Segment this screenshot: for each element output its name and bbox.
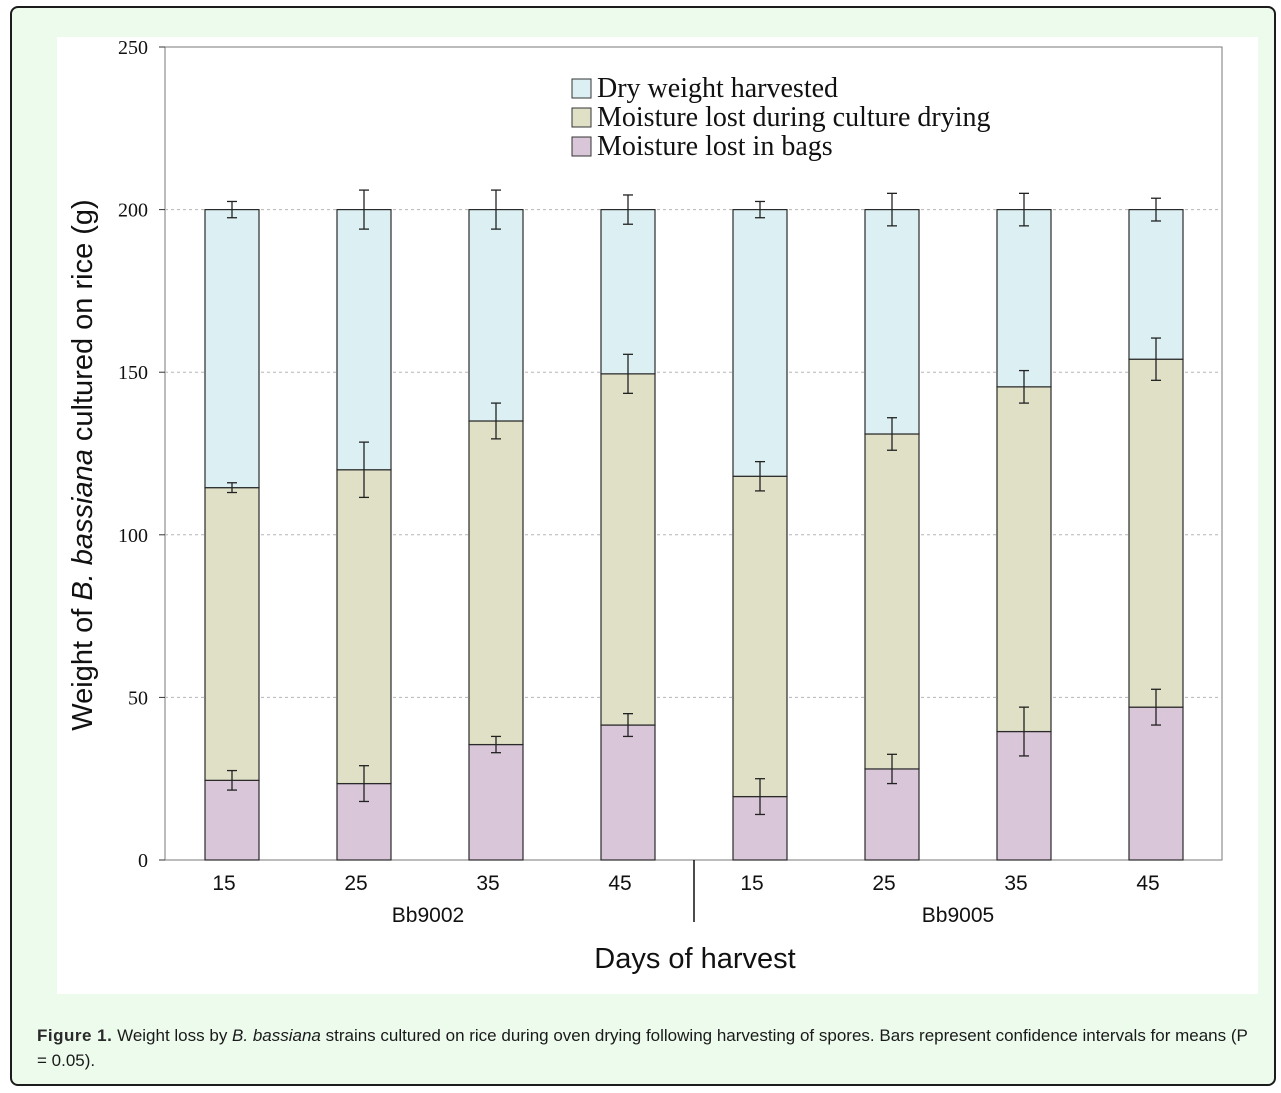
bar-segment — [204, 779, 260, 861]
y-axis-title-part: cultured on rice (g) — [67, 199, 99, 449]
legend-swatch — [571, 78, 592, 99]
bar-segment — [600, 373, 656, 726]
bar-segment — [336, 209, 392, 471]
y-axis-title-part: Weight of — [67, 601, 99, 731]
legend-swatch — [571, 136, 592, 157]
bar-segment — [468, 743, 524, 861]
bar-segment — [204, 209, 260, 489]
x-tick-label: 15 — [740, 872, 763, 895]
bar-segment — [996, 386, 1052, 733]
y-axis-title: Weight of B. bassiana cultured on rice (… — [67, 199, 99, 730]
y-tick-label: 200 — [118, 200, 148, 222]
bar-segment — [204, 487, 260, 781]
group-label: Bb9005 — [922, 904, 994, 927]
y-tick-label: 50 — [128, 687, 148, 709]
x-tick-label: 25 — [344, 872, 367, 895]
plot-area — [164, 46, 1223, 861]
bar-segment — [732, 209, 788, 477]
bar-segment — [468, 209, 524, 422]
legend-swatch — [571, 107, 592, 128]
group-label: Bb9002 — [392, 904, 464, 927]
bar-segment — [336, 469, 392, 785]
bar-segment — [600, 209, 656, 375]
bar-segment — [996, 209, 1052, 388]
legend-label: Dry weight harvested — [597, 73, 838, 104]
caption-text-2: strains cultured on rice during oven dry… — [37, 1026, 1248, 1070]
bar-segment — [468, 420, 524, 746]
caption-species: B. bassiana — [232, 1026, 321, 1045]
x-tick-label: 45 — [608, 872, 631, 895]
figure-label: Figure 1. — [37, 1026, 113, 1045]
x-axis-title: Days of harvest — [594, 943, 795, 975]
bar-segment — [864, 433, 920, 770]
x-tick-label: 25 — [872, 872, 895, 895]
bar-segment — [864, 209, 920, 435]
x-tick-label: 45 — [1136, 872, 1159, 895]
caption-text-1: Weight loss by — [112, 1026, 233, 1045]
bar-segment — [600, 724, 656, 861]
x-tick-label: 35 — [1004, 872, 1027, 895]
y-axis-title-part: B. bassiana — [67, 449, 99, 601]
x-tick-label: 15 — [212, 872, 235, 895]
y-tick-label: 0 — [138, 850, 148, 872]
figure-caption: Figure 1. Weight loss by B. bassiana str… — [37, 1023, 1252, 1073]
legend-label: Moisture lost in bags — [597, 131, 833, 162]
y-tick-label: 100 — [118, 525, 148, 547]
y-tick-label: 150 — [118, 362, 148, 384]
bar-segment — [1128, 706, 1184, 861]
bar-segment — [732, 475, 788, 798]
bar-segment — [996, 730, 1052, 861]
bar-segment — [1128, 358, 1184, 708]
legend-label: Moisture lost during culture drying — [597, 102, 991, 133]
y-tick-label: 250 — [118, 37, 148, 59]
x-tick-label: 35 — [476, 872, 499, 895]
bar-segment — [1128, 209, 1184, 360]
